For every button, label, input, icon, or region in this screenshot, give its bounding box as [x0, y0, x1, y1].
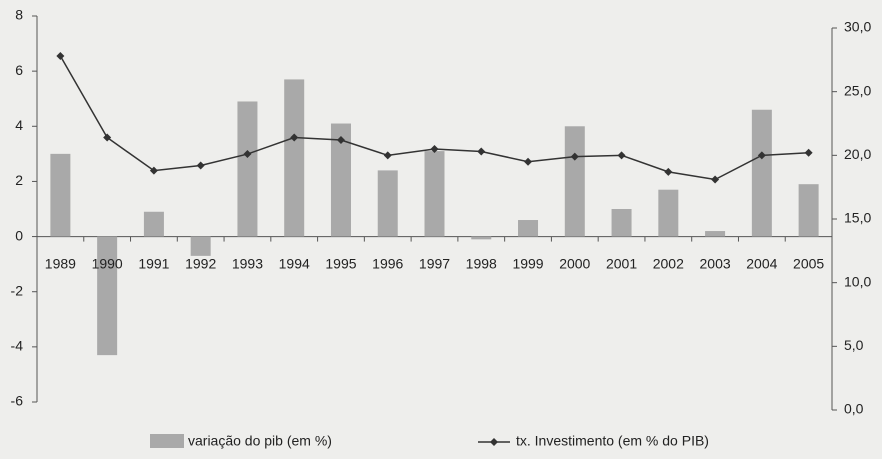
y-tick-label: -2 [11, 282, 24, 298]
marker [664, 167, 673, 176]
y-tick-label: 0 [15, 227, 23, 243]
bar [424, 151, 445, 237]
legend-label: variação do pib (em %) [188, 433, 332, 449]
bar [284, 79, 305, 237]
bar [564, 126, 585, 237]
x-tick-label: 2002 [653, 255, 684, 271]
x-tick-label: 2003 [700, 255, 731, 271]
marker [56, 52, 65, 61]
bar [798, 184, 819, 237]
bar [611, 209, 632, 237]
marker [477, 147, 486, 156]
bar [330, 123, 351, 237]
x-tick-label: 1994 [279, 255, 310, 271]
bar [143, 211, 164, 237]
marker [524, 157, 533, 166]
marker [617, 151, 626, 160]
bar [190, 236, 211, 256]
bar [471, 236, 492, 240]
bar [237, 101, 258, 237]
marker [290, 133, 299, 142]
y-tick-label: 4 [15, 117, 23, 133]
y2-tick-label: 25,0 [844, 82, 871, 98]
marker [103, 133, 112, 142]
bar [751, 109, 772, 237]
y2-tick-label: 30,0 [844, 19, 871, 35]
x-tick-label: 1999 [512, 255, 543, 271]
marker [711, 175, 720, 184]
marker [570, 152, 579, 161]
x-tick-label: 2001 [606, 255, 637, 271]
marker [804, 148, 813, 157]
x-tick-label: 1991 [138, 255, 169, 271]
y-tick-label: 2 [15, 172, 23, 188]
y2-tick-label: 10,0 [844, 273, 871, 289]
x-tick-label: 1996 [372, 255, 403, 271]
x-tick-label: 2000 [559, 255, 590, 271]
bar [97, 236, 118, 356]
y-tick-label: 8 [15, 7, 23, 23]
y2-tick-label: 20,0 [844, 146, 871, 162]
x-tick-label: 1989 [45, 255, 76, 271]
x-tick-label: 1993 [232, 255, 263, 271]
x-tick-label: 2005 [793, 255, 824, 271]
y-tick-label: -4 [11, 338, 24, 354]
marker [336, 136, 345, 145]
x-tick-label: 1990 [92, 255, 123, 271]
bar [50, 153, 71, 237]
x-tick-label: 2004 [746, 255, 777, 271]
x-tick-label: 1997 [419, 255, 450, 271]
marker [243, 150, 252, 159]
marker [149, 166, 158, 175]
bar [658, 189, 679, 237]
marker [757, 151, 766, 160]
x-tick-label: 1995 [325, 255, 356, 271]
marker [196, 161, 205, 170]
y-tick-label: 6 [15, 62, 23, 78]
legend-marker [490, 438, 498, 446]
bar [377, 170, 398, 237]
legend-swatch [150, 434, 184, 448]
y-tick-label: -6 [11, 393, 24, 409]
marker [383, 151, 392, 160]
bar [705, 231, 726, 237]
y2-tick-label: 15,0 [844, 210, 871, 226]
legend-label: tx. Investimento (em % do PIB) [516, 433, 709, 449]
bar [518, 220, 539, 237]
marker [430, 144, 439, 153]
x-tick-label: 1998 [466, 255, 497, 271]
x-tick-label: 1992 [185, 255, 216, 271]
y2-tick-label: 5,0 [844, 337, 864, 353]
y2-tick-label: 0,0 [844, 401, 864, 417]
